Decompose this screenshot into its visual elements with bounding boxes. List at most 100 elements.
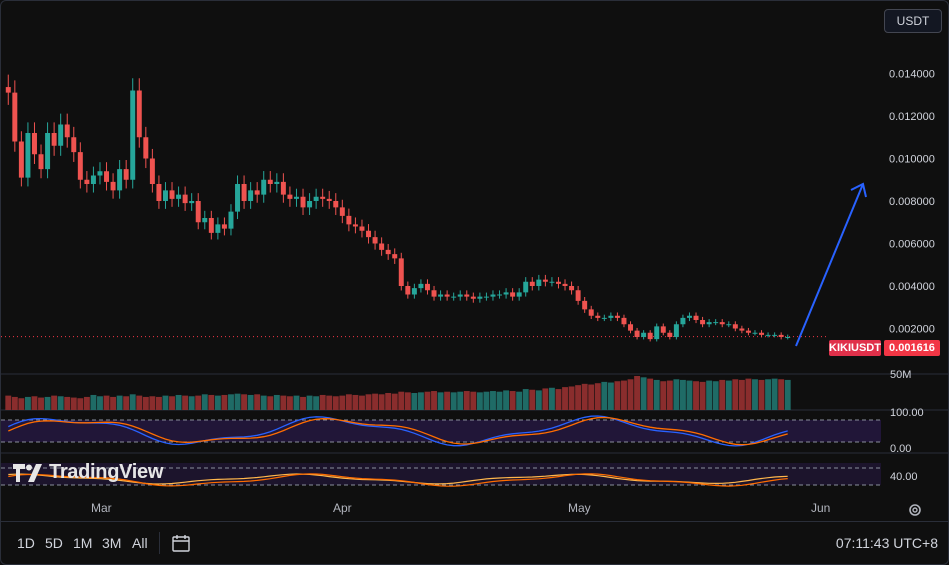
- candle-body: [169, 190, 175, 199]
- last-price-tag: 0.001616: [884, 340, 940, 356]
- candle-body: [470, 296, 476, 299]
- x-tick-mar: Mar: [91, 501, 112, 515]
- volume-bar: [208, 394, 215, 410]
- candle-body: [162, 190, 168, 201]
- volume-bar: [201, 394, 208, 410]
- candle-body: [667, 332, 673, 337]
- date-range-calendar-icon[interactable]: [171, 533, 191, 553]
- volume-bar: [280, 395, 287, 410]
- candle-body: [411, 288, 417, 295]
- timeframe-all-button[interactable]: All: [132, 535, 148, 551]
- volume-bar: [182, 395, 189, 410]
- candle-body: [477, 296, 483, 299]
- candle-body: [595, 315, 601, 318]
- candle-body: [385, 249, 391, 255]
- volume-bar: [614, 381, 621, 410]
- settings-gear-icon[interactable]: [906, 501, 924, 519]
- candle-body: [673, 324, 679, 337]
- candle-body: [424, 283, 430, 291]
- candle-body: [202, 218, 208, 223]
- volume-bar: [149, 396, 156, 410]
- price-axis-tick: 0.002000: [889, 324, 935, 336]
- volume-bar: [522, 389, 529, 410]
- candle-body: [739, 328, 745, 331]
- volume-bar: [234, 393, 241, 410]
- candle-body: [510, 292, 516, 297]
- volume-bar: [221, 394, 228, 410]
- volume-bar: [738, 379, 745, 410]
- candle-body: [634, 330, 640, 337]
- timeframe-1m-button[interactable]: 1M: [73, 535, 93, 551]
- volume-bar: [51, 395, 58, 410]
- candle-body: [97, 171, 103, 176]
- candle-body: [176, 194, 182, 199]
- candle-body: [215, 224, 221, 233]
- volume-bar: [38, 397, 44, 410]
- candle-body: [18, 141, 24, 178]
- volume-bar: [588, 384, 595, 410]
- volume-bar: [686, 380, 693, 410]
- volume-bar: [516, 391, 523, 410]
- candle-body: [156, 184, 162, 201]
- candle-body: [451, 296, 457, 298]
- volume-bar: [142, 396, 149, 410]
- candle-body: [189, 201, 195, 204]
- volume-bar: [503, 390, 510, 410]
- volume-bar: [673, 379, 680, 410]
- volume-bar: [509, 391, 516, 410]
- candle-body: [58, 124, 64, 146]
- volume-bar: [463, 391, 470, 410]
- volume-bar: [306, 395, 313, 410]
- volume-bar: [31, 396, 38, 410]
- volume-bar: [24, 396, 31, 410]
- volume-bar: [326, 395, 333, 410]
- volume-bar: [293, 395, 300, 410]
- volume-bar: [771, 378, 778, 410]
- candle-body: [346, 215, 352, 225]
- volume-bar: [18, 398, 25, 410]
- candle-body: [84, 179, 90, 184]
- volume-bar: [653, 379, 660, 410]
- currency-selector[interactable]: USDT: [884, 9, 942, 33]
- bottom-toolbar: 1D 5D 1M 3M All 07:11:43 UTC+8: [1, 521, 948, 564]
- candle-body: [372, 237, 378, 244]
- volume-bar: [621, 380, 627, 410]
- volume-bar: [319, 394, 326, 410]
- x-tick-jun: Jun: [811, 501, 831, 515]
- candle-body: [628, 324, 634, 331]
- candle-body: [700, 320, 706, 325]
- volume-bar: [267, 396, 274, 410]
- volume-bar: [214, 395, 221, 410]
- candle-body: [320, 196, 326, 199]
- volume-bar: [398, 391, 405, 410]
- candle-body: [254, 190, 260, 195]
- utc-clock: 07:11:43 UTC+8: [835, 535, 938, 551]
- timeframe-3m-button[interactable]: 3M: [102, 535, 122, 551]
- candle-body: [752, 332, 758, 334]
- volume-bar: [712, 381, 719, 410]
- candle-body: [706, 322, 712, 325]
- candle-body: [71, 137, 77, 153]
- candle-body: [221, 224, 227, 229]
- candle-body: [647, 332, 653, 340]
- candle-body: [77, 152, 83, 180]
- volume-bar: [535, 390, 542, 410]
- volume-bar: [83, 396, 90, 410]
- candle-body: [182, 194, 188, 204]
- rsi-axis-min: 0.00: [890, 443, 912, 455]
- candle-body: [339, 207, 345, 216]
- candle-body: [64, 124, 70, 138]
- timeframe-1d-button[interactable]: 1D: [17, 535, 35, 551]
- candle-body: [228, 211, 234, 229]
- volume-bar: [542, 388, 549, 410]
- volume-bar: [548, 387, 555, 410]
- volume-bar: [647, 378, 654, 410]
- candle-body: [457, 294, 463, 297]
- volume-bar: [286, 396, 293, 410]
- volume-bar: [70, 397, 77, 410]
- volume-bar: [581, 383, 588, 410]
- timeframe-5d-button[interactable]: 5D: [45, 535, 63, 551]
- rsi-band: [1, 420, 881, 442]
- candle-body: [418, 283, 424, 289]
